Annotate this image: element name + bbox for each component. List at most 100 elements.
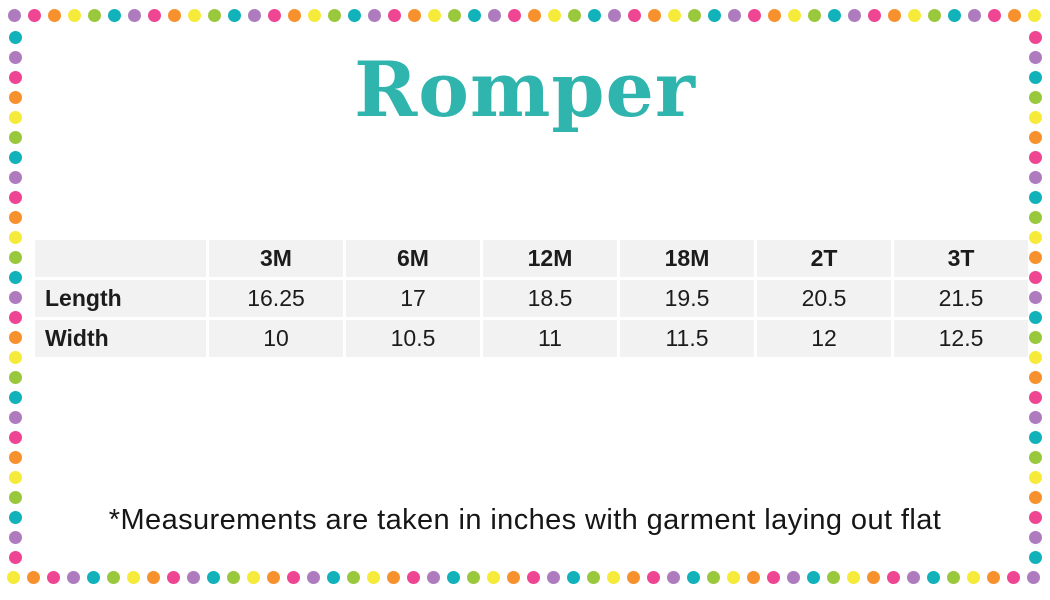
border-dot-purple <box>8 530 22 544</box>
border-dot-green <box>327 8 341 22</box>
border-dot-teal <box>1028 70 1042 84</box>
border-dot-yellow <box>547 8 561 22</box>
border-dot-teal <box>926 570 940 584</box>
border-dot-purple <box>1028 410 1042 424</box>
border-dot-pink <box>8 190 22 204</box>
border-dot-green <box>87 8 101 22</box>
border-dot-yellow <box>67 8 81 22</box>
border-dot-pink <box>646 570 660 584</box>
border-dot-purple <box>247 8 261 22</box>
border-dot-orange <box>746 570 760 584</box>
border-dot-orange <box>767 8 781 22</box>
measurement-footnote: *Measurements are taken in inches with g… <box>108 504 942 536</box>
border-dot-pink <box>886 570 900 584</box>
border-dot-pink <box>8 550 22 564</box>
border-dot-orange <box>866 570 880 584</box>
page-title: Romper <box>354 45 696 134</box>
border-dot-green <box>106 570 120 584</box>
size-chart-table: 3M 6M 12M 18M 2T 3T Length 16.25 17 18.5 19.5 20.5… <box>32 237 1031 360</box>
row-label: Length <box>35 280 206 317</box>
table-row-width: Width 10 10.5 11 11.5 12 12.5 <box>35 320 1028 357</box>
border-dot-purple <box>666 570 680 584</box>
border-dot-pink <box>387 8 401 22</box>
border-dot-purple <box>1028 50 1042 64</box>
border-dot-teal <box>446 570 460 584</box>
table-cell: 19.5 <box>620 280 754 317</box>
border-dot-green <box>226 570 240 584</box>
border-dot-purple <box>727 8 741 22</box>
border-dot-pink <box>1028 390 1042 404</box>
border-dot-green <box>8 490 22 504</box>
table-cell: 17 <box>346 280 480 317</box>
border-dot-pink <box>526 570 540 584</box>
border-dot-pink <box>1028 150 1042 164</box>
border-dot-teal <box>8 270 22 284</box>
border-dot-pink <box>46 570 60 584</box>
border-dot-yellow <box>307 8 321 22</box>
border-dot-teal <box>8 150 22 164</box>
border-dot-pink <box>1028 270 1042 284</box>
table-header-row: 3M 6M 12M 18M 2T 3T <box>35 240 1028 277</box>
table-cell: 11.5 <box>620 320 754 357</box>
border-dot-green <box>706 570 720 584</box>
border-dot-pink <box>1028 510 1042 524</box>
border-dot-pink <box>987 8 1001 22</box>
border-dot-yellow <box>726 570 740 584</box>
border-dot-pink <box>27 8 41 22</box>
border-dot-pink <box>406 570 420 584</box>
border-dot-purple <box>8 50 22 64</box>
border-dot-orange <box>167 8 181 22</box>
border-dot-orange <box>1028 490 1042 504</box>
border-dot-orange <box>1007 8 1021 22</box>
border-dot-orange <box>527 8 541 22</box>
border-dot-teal <box>227 8 241 22</box>
border-dot-yellow <box>1028 350 1042 364</box>
border-dot-teal <box>566 570 580 584</box>
border-dot-orange <box>8 330 22 344</box>
border-dot-teal <box>707 8 721 22</box>
border-dot-green <box>447 8 461 22</box>
border-dot-purple <box>186 570 200 584</box>
border-dot-orange <box>1028 130 1042 144</box>
table-cell: 12.5 <box>894 320 1028 357</box>
table-cell: 11 <box>483 320 617 357</box>
border-dot-orange <box>1028 250 1042 264</box>
column-header-2T: 2T <box>757 240 891 277</box>
border-dot-teal <box>8 390 22 404</box>
border-dot-pink <box>507 8 521 22</box>
column-header-3T: 3T <box>894 240 1028 277</box>
border-dot-green <box>826 570 840 584</box>
border-dot-pink <box>1028 30 1042 44</box>
border-dot-pink <box>8 310 22 324</box>
border-dot-purple <box>1028 170 1042 184</box>
border-dot-purple <box>906 570 920 584</box>
border-dot-orange <box>887 8 901 22</box>
column-header-18M: 18M <box>620 240 754 277</box>
table-cell: 10 <box>209 320 343 357</box>
border-dot-purple <box>7 8 21 22</box>
border-dot-green <box>807 8 821 22</box>
border-dot-orange <box>386 570 400 584</box>
table-row-length: Length 16.25 17 18.5 19.5 20.5 21.5 <box>35 280 1028 317</box>
border-dot-pink <box>1006 570 1020 584</box>
border-dot-green <box>1028 330 1042 344</box>
border-dot-purple <box>967 8 981 22</box>
border-dot-green <box>1028 210 1042 224</box>
border-dot-orange <box>146 570 160 584</box>
border-dot-yellow <box>1028 230 1042 244</box>
border-dot-yellow <box>606 570 620 584</box>
table-cell: 16.25 <box>209 280 343 317</box>
border-dot-yellow <box>8 470 22 484</box>
border-dot-purple <box>487 8 501 22</box>
border-dot-purple <box>607 8 621 22</box>
border-dot-orange <box>1028 370 1042 384</box>
border-dot-pink <box>8 430 22 444</box>
border-dot-teal <box>587 8 601 22</box>
border-dot-teal <box>326 570 340 584</box>
border-dot-green <box>586 570 600 584</box>
table-cell: 21.5 <box>894 280 1028 317</box>
border-dot-purple <box>1026 570 1040 584</box>
border-dot-pink <box>627 8 641 22</box>
border-dot-purple <box>8 410 22 424</box>
